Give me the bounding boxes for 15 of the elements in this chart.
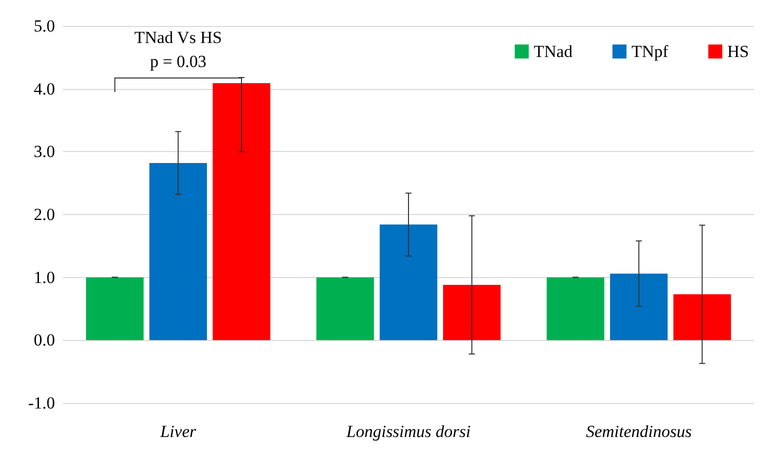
y-tick-label: 2.0 xyxy=(34,205,55,224)
y-tick-label: -1.0 xyxy=(28,394,55,412)
legend-label: TNpf xyxy=(631,42,669,61)
y-tick-label: 5.0 xyxy=(34,16,55,36)
x-tick-label: Liver xyxy=(159,422,196,441)
legend-label: TNad xyxy=(534,42,573,61)
x-tick-label: Longissimus dorsi xyxy=(345,422,471,441)
annotation: p = 0.03 xyxy=(150,52,206,71)
x-tick-label: Semitendinosus xyxy=(586,422,692,441)
annotation: TNad Vs HS xyxy=(134,28,222,47)
y-tick-label: 1.0 xyxy=(34,268,55,287)
y-tick-label: 0.0 xyxy=(34,330,55,350)
y-tick-label: 3.0 xyxy=(34,142,55,162)
legend-label: HS xyxy=(727,42,750,61)
y-tick-label: 4.0 xyxy=(34,79,55,98)
